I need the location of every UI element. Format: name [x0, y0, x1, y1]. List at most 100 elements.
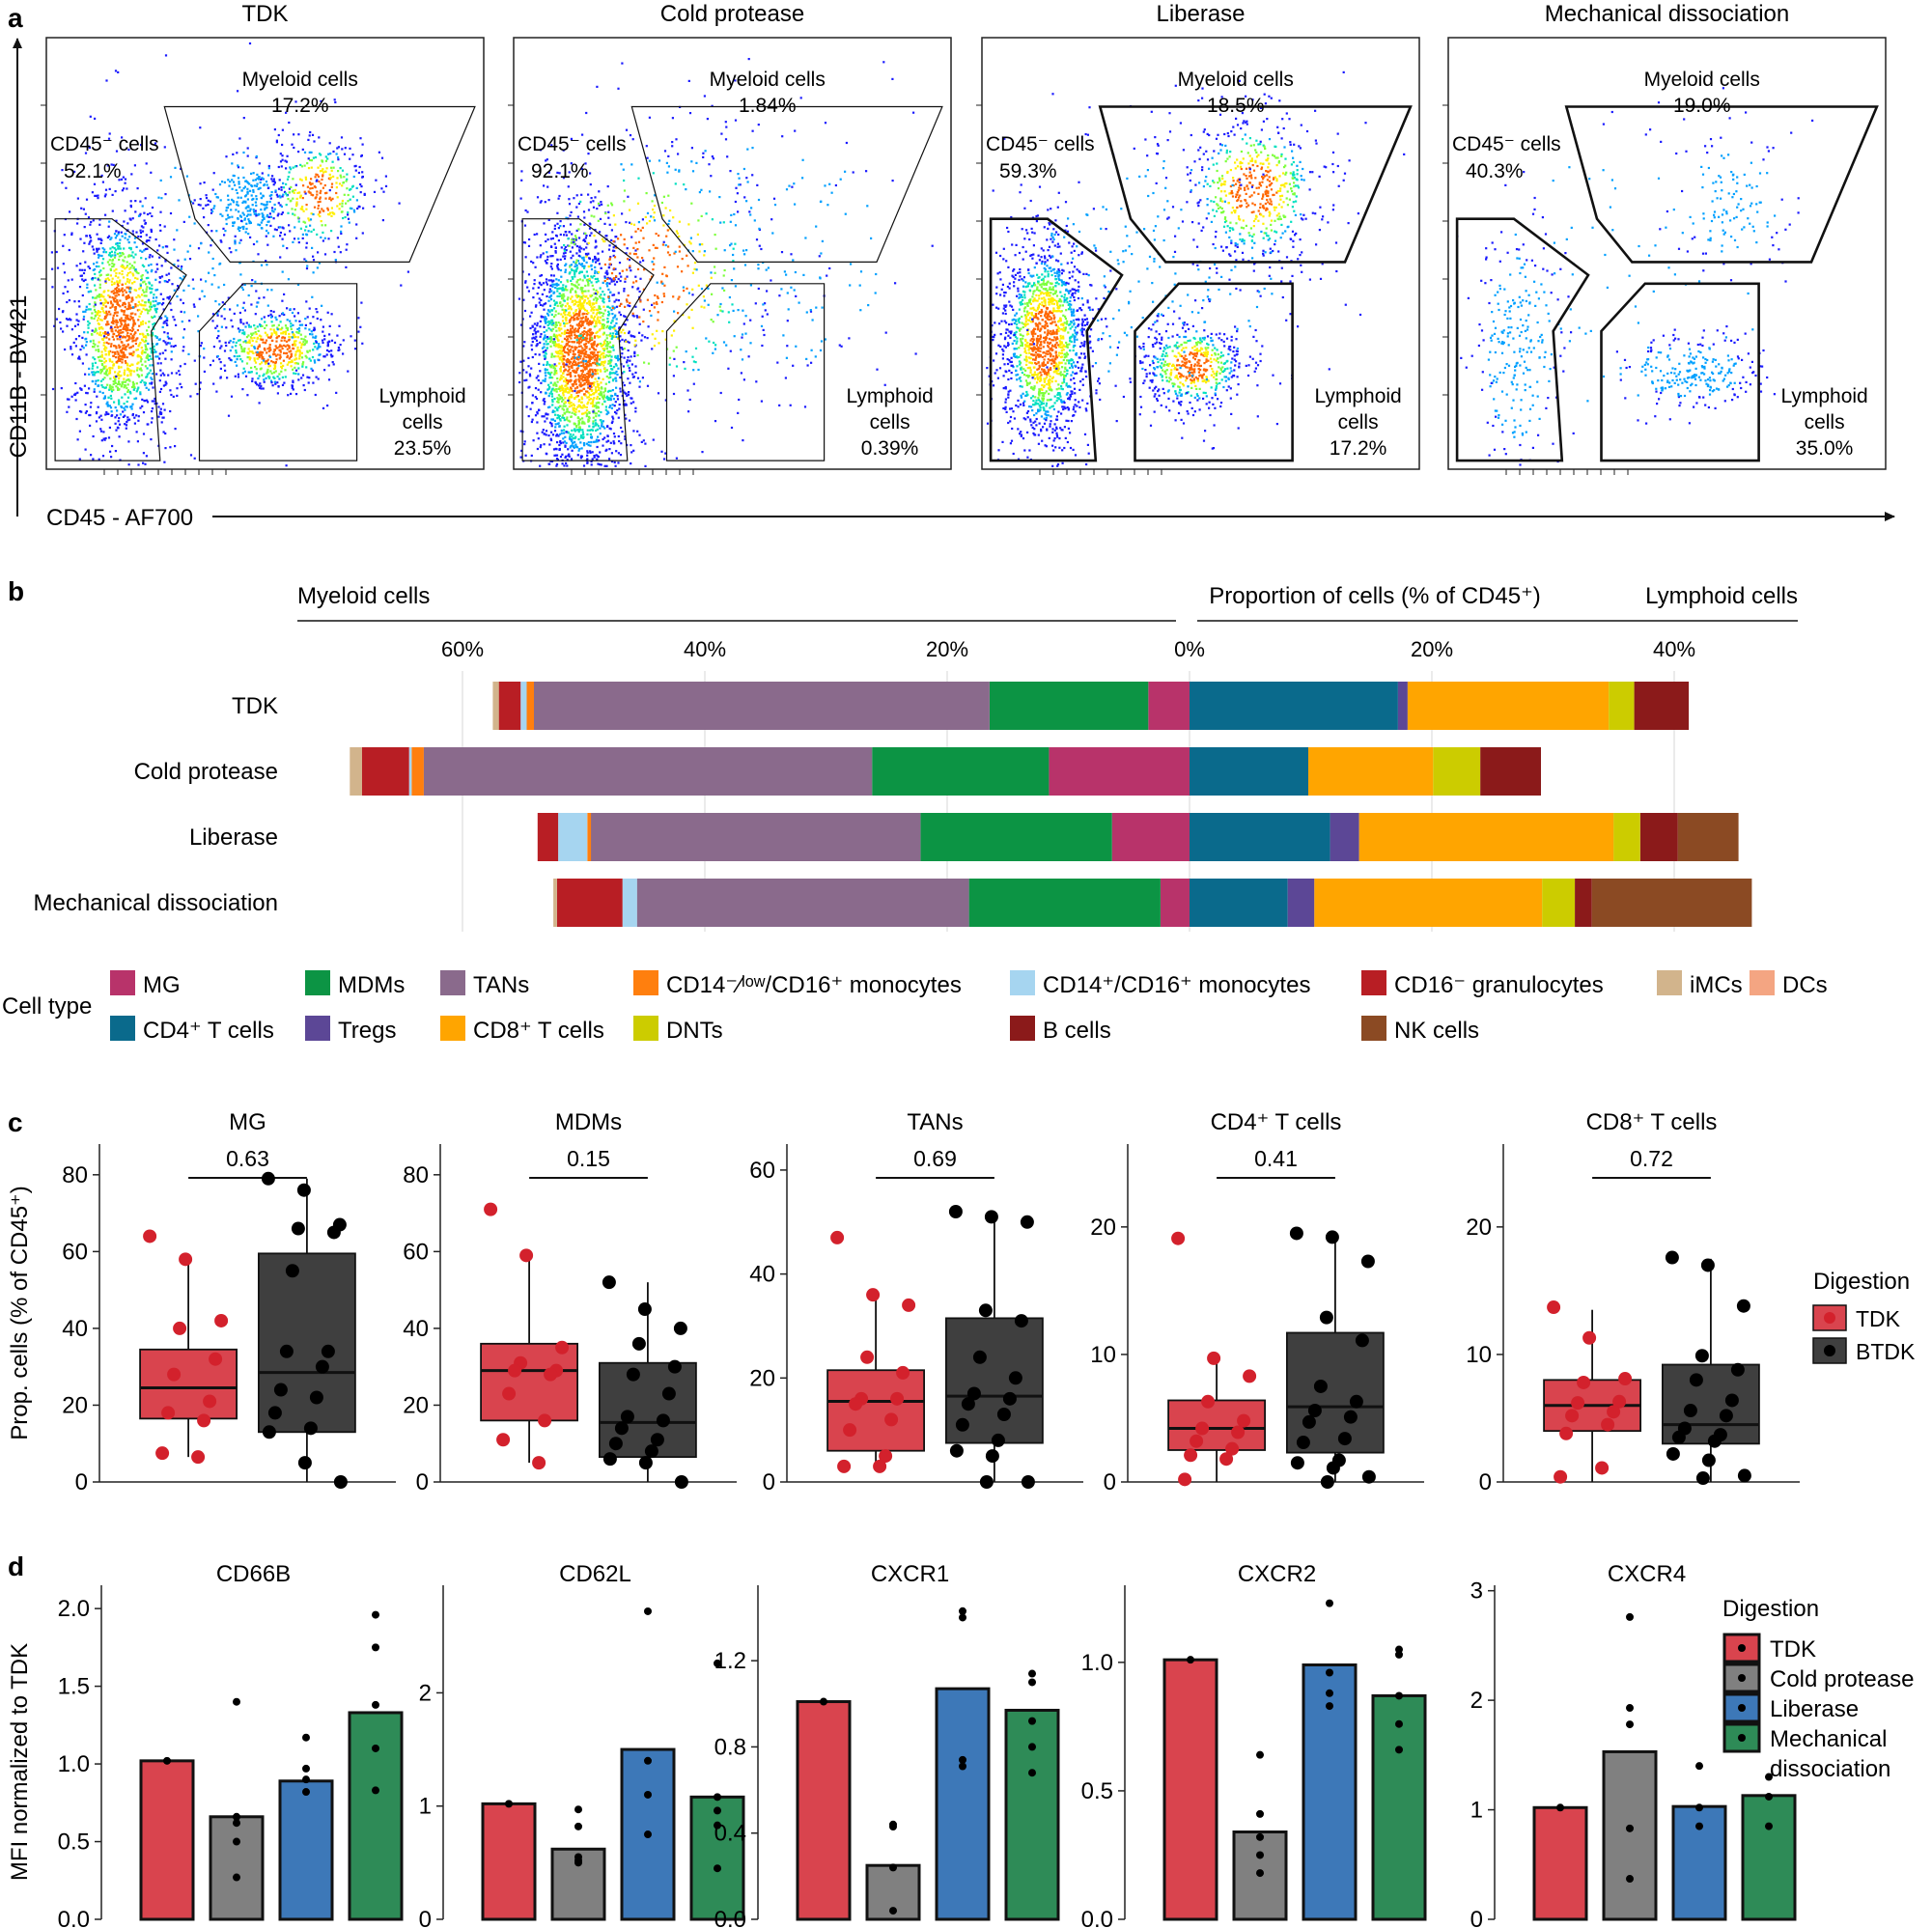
flow-event: [97, 405, 99, 408]
flow-event: [296, 346, 299, 349]
flow-event: [85, 305, 88, 308]
flow-event: [291, 311, 294, 315]
flow-event: [610, 337, 613, 340]
flow-event: [519, 456, 522, 459]
flow-event: [593, 397, 596, 400]
flow-event: [309, 183, 312, 186]
flow-event: [117, 420, 120, 423]
flow-event: [121, 355, 125, 358]
flow-event: [261, 350, 264, 354]
flow-event: [571, 438, 574, 441]
flow-event: [586, 378, 589, 381]
flow-event: [579, 296, 582, 299]
flow-event: [270, 360, 273, 363]
flow-event: [552, 365, 555, 368]
flow-event: [87, 326, 90, 329]
flow-event: [589, 373, 592, 377]
flow-event: [179, 365, 182, 368]
flow-event: [237, 327, 239, 330]
flow-event: [199, 126, 202, 129]
flow-event: [626, 359, 629, 362]
flow-event: [532, 336, 535, 339]
flow-plot-frame: [513, 37, 952, 470]
flow-event: [115, 320, 119, 322]
flow-event: [546, 343, 549, 346]
flow-event: [250, 184, 254, 188]
flow-event: [604, 408, 607, 411]
flow-event: [598, 343, 601, 346]
flow-event: [576, 336, 579, 339]
flow-event: [132, 323, 135, 326]
flow-event: [149, 301, 152, 304]
flow-event: [598, 204, 601, 207]
flow-event: [587, 444, 590, 447]
flow-event: [566, 298, 569, 301]
flow-event: [113, 281, 116, 284]
flow-event: [124, 305, 126, 309]
flow-event: [235, 341, 238, 344]
flow-event: [73, 393, 76, 397]
flow-event: [291, 143, 294, 146]
flow-event: [605, 440, 608, 443]
flow-event: [562, 372, 565, 375]
flow-event: [611, 415, 614, 418]
flow-event: [250, 366, 253, 370]
flow-event: [595, 245, 598, 248]
flow-event: [122, 291, 125, 293]
flow-event: [158, 244, 161, 247]
flow-event: [251, 377, 254, 380]
flow-event: [163, 461, 166, 463]
flow-event: [243, 185, 246, 188]
flow-event: [244, 201, 247, 204]
flow-event: [294, 354, 297, 357]
flow-event: [161, 325, 164, 328]
flow-event: [567, 419, 570, 422]
flow-event: [612, 372, 615, 375]
flow-event: [584, 368, 587, 371]
flow-event: [596, 343, 599, 346]
flow-event: [237, 196, 239, 199]
flow-event: [314, 361, 317, 364]
flow-event: [580, 401, 583, 404]
flow-event: [263, 373, 266, 376]
flow-event: [554, 302, 557, 305]
flow-event: [98, 341, 100, 344]
flow-event: [292, 189, 294, 192]
flow-event: [288, 347, 291, 349]
flow-event: [641, 377, 644, 379]
flow-event: [336, 205, 339, 208]
flow-event: [129, 204, 132, 208]
flow-event: [559, 233, 562, 237]
flow-event: [271, 180, 274, 182]
flow-event: [273, 180, 276, 182]
flow-event: [636, 430, 639, 433]
flow-event: [108, 338, 111, 341]
flow-event: [131, 298, 134, 301]
flow-event: [159, 362, 162, 365]
flow-event: [573, 445, 575, 448]
flow-event: [118, 332, 121, 335]
flow-event: [554, 426, 557, 429]
flow-event: [281, 348, 284, 350]
flow-event: [92, 374, 95, 377]
flow-event: [303, 258, 306, 261]
flow-event: [276, 347, 279, 349]
flow-event: [592, 288, 595, 291]
flow-event: [540, 254, 543, 257]
flow-event: [156, 267, 159, 270]
flow-event: [535, 304, 538, 307]
flow-event: [583, 326, 586, 329]
flow-event: [314, 186, 317, 189]
flow-event: [239, 238, 242, 241]
flow-event: [530, 311, 533, 314]
flow-event: [217, 286, 220, 289]
flow-event: [209, 200, 211, 203]
flow-event: [281, 383, 285, 386]
flow-event: [260, 221, 263, 224]
flow-event: [119, 359, 122, 362]
flow-event: [579, 286, 583, 290]
flow-event: [398, 202, 401, 205]
flow-event: [342, 339, 345, 342]
flow-event: [243, 218, 246, 221]
flow-event: [316, 311, 319, 314]
